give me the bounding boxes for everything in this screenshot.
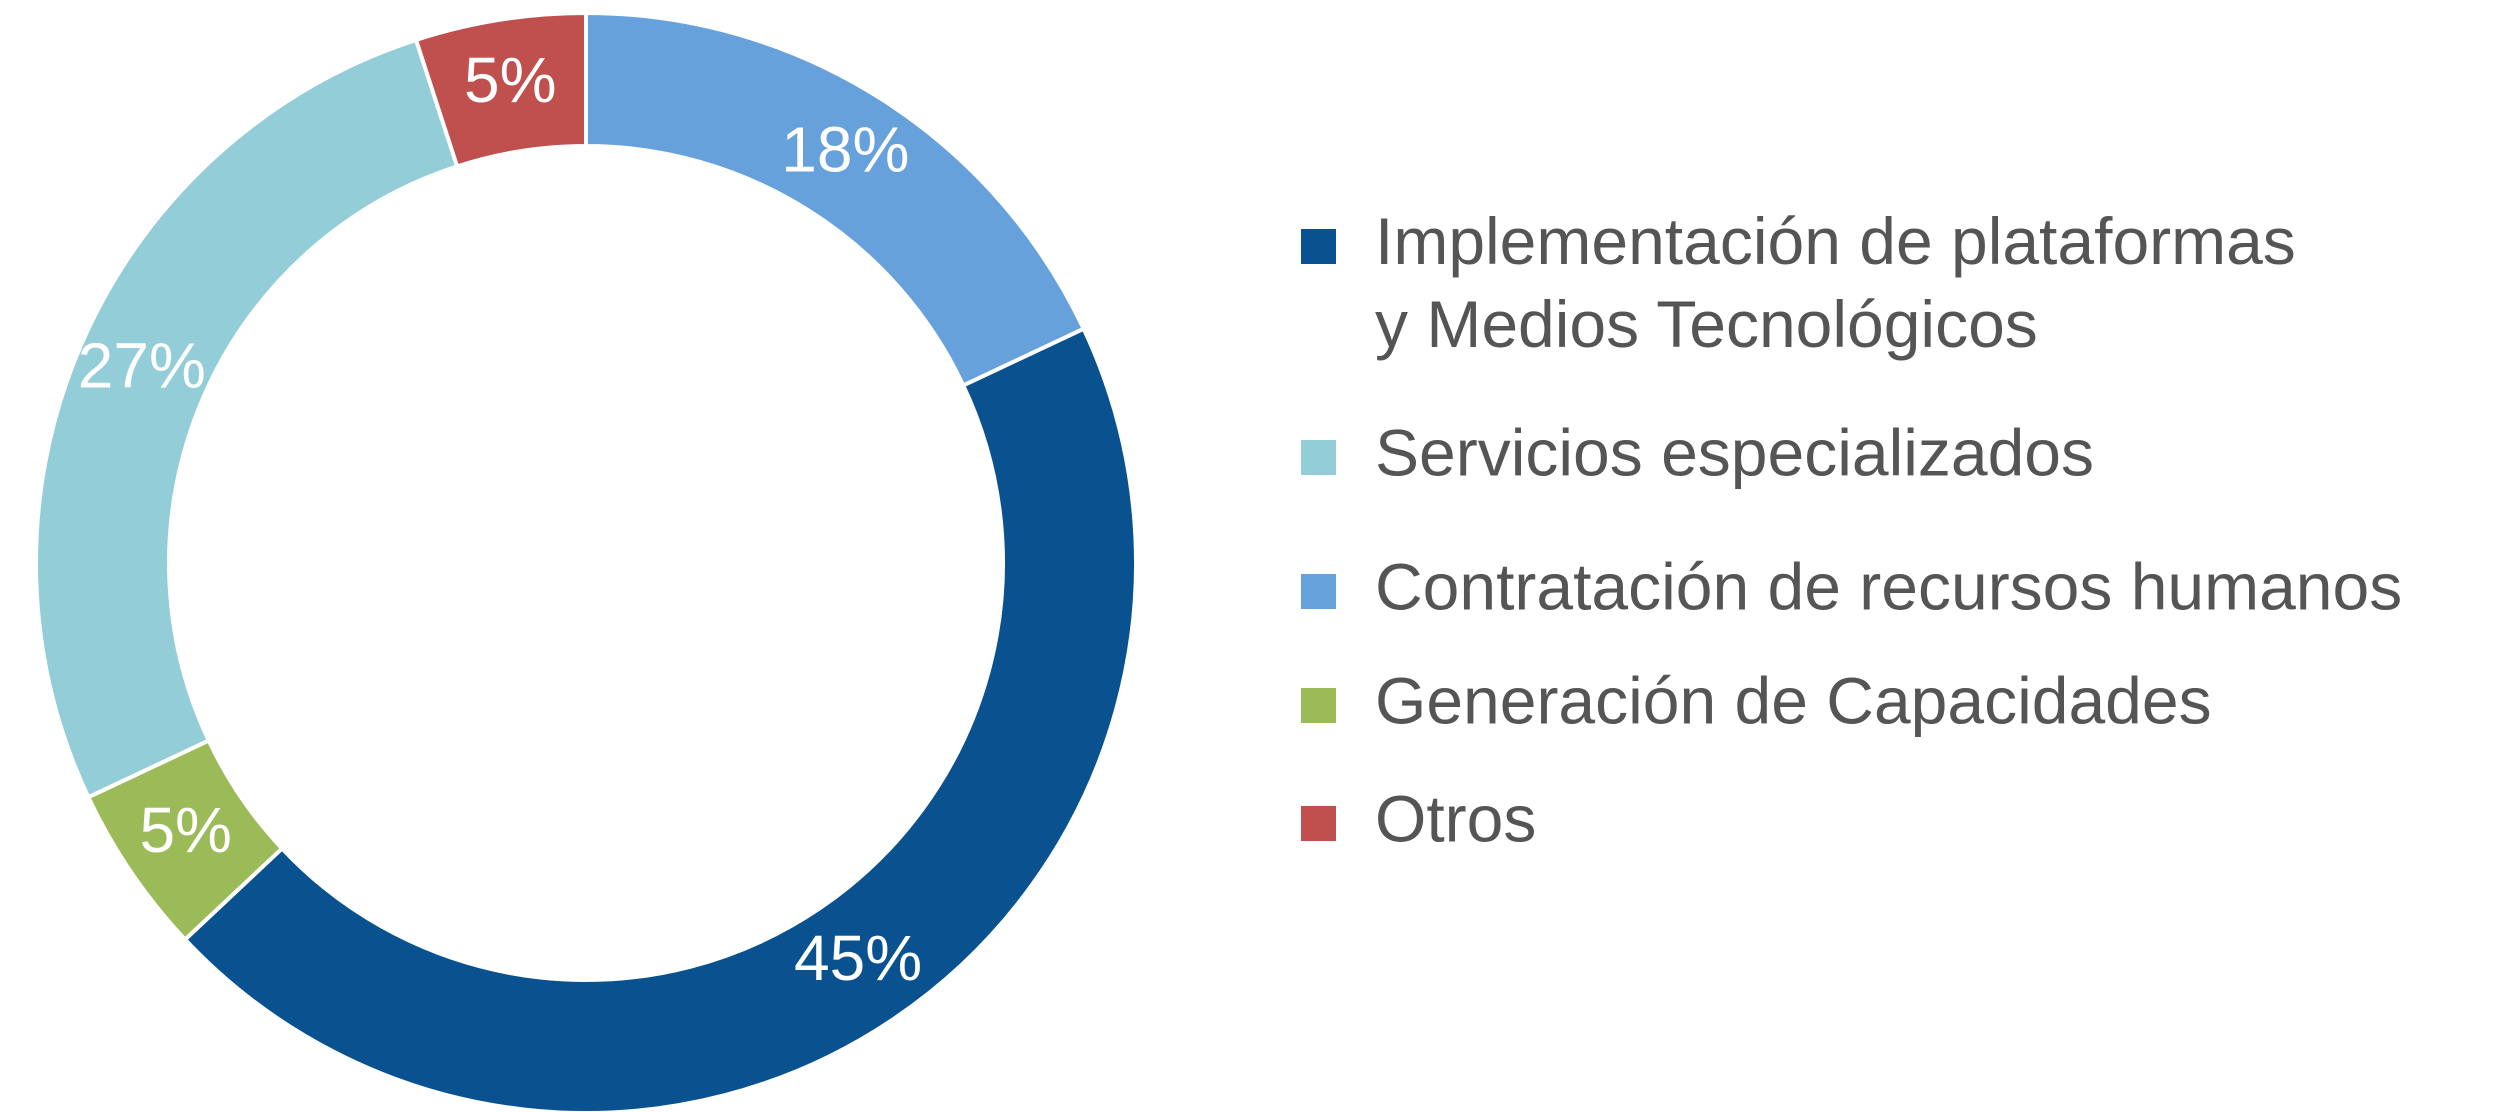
- legend-marker: [1301, 688, 1336, 723]
- legend-label: Servicios especializados: [1375, 415, 2094, 489]
- legend-label-line: Implementación de plataformas: [1375, 204, 2296, 278]
- legend-marker: [1301, 806, 1336, 841]
- legend-label: Generación de Capacidades: [1375, 663, 2212, 737]
- donut-slice: [584, 10, 1087, 389]
- legend-marker: [1301, 574, 1336, 609]
- legend-label: Contratación de recursos humanos: [1375, 549, 2402, 623]
- legend-marker: [1301, 229, 1336, 264]
- value-label: 45%: [794, 922, 922, 994]
- legend-label-line: y Medios Tecnológicos: [1375, 287, 2038, 361]
- legend-label: Otros: [1375, 781, 1536, 855]
- legend-marker: [1301, 440, 1336, 475]
- donut-slice: [413, 10, 588, 169]
- value-label: 5%: [464, 44, 557, 116]
- donut-slice: [182, 326, 1138, 1112]
- legend-label: Implementación de plataformas y Medios Te…: [1375, 204, 2296, 361]
- donut-slice: [34, 37, 460, 800]
- value-label: 5%: [139, 794, 232, 866]
- value-label: 27%: [78, 330, 206, 402]
- value-label: 18%: [781, 113, 909, 185]
